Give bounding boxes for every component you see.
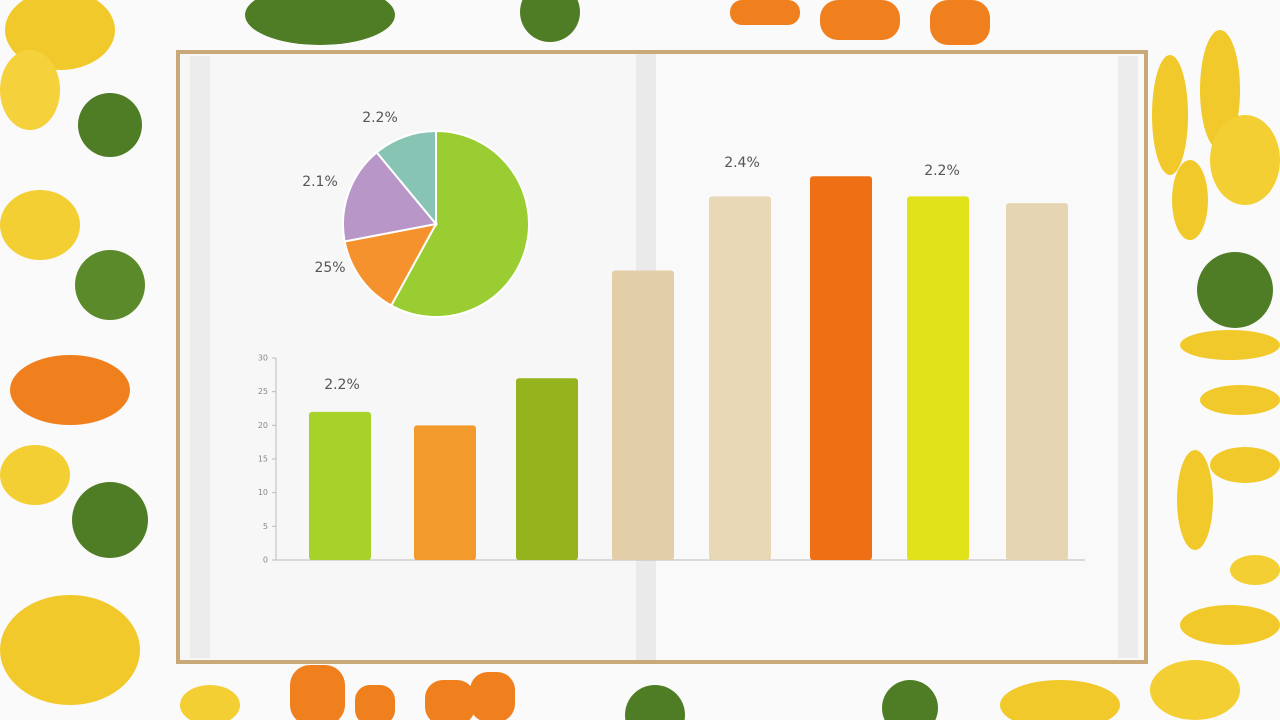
annotation: 2.2% <box>924 163 960 179</box>
bar <box>414 425 476 560</box>
y-tick-label: 10 <box>258 488 268 497</box>
bar <box>309 411 371 560</box>
bar-chart: 0 5 10 15 20 25 30 2.2% 2.4% 2.2% <box>258 155 1085 565</box>
pie-slice <box>389 129 530 318</box>
pie-slice <box>343 222 438 307</box>
bar <box>907 196 969 560</box>
y-tick-label: 30 <box>258 354 268 363</box>
bar <box>810 176 872 560</box>
annotation: 2.4% <box>724 155 760 171</box>
annotation: 25% <box>314 260 345 276</box>
annotation: 2.2% <box>362 110 398 126</box>
y-tick-label: 0 <box>263 556 268 565</box>
bar <box>709 196 771 560</box>
pie-slice <box>375 129 437 227</box>
bar <box>612 270 674 560</box>
y-tick-label: 5 <box>263 522 268 531</box>
pie-chart: 2.2% 2.1% 25% <box>302 110 530 318</box>
pie-slice <box>342 150 438 243</box>
annotation: 2.1% <box>302 174 338 190</box>
annotation: 2.2% <box>324 377 360 393</box>
y-tick-label: 15 <box>258 455 268 464</box>
y-tick-label: 20 <box>258 421 268 430</box>
bar <box>516 378 578 560</box>
y-tick-label: 25 <box>258 387 268 396</box>
bar <box>1006 203 1068 560</box>
